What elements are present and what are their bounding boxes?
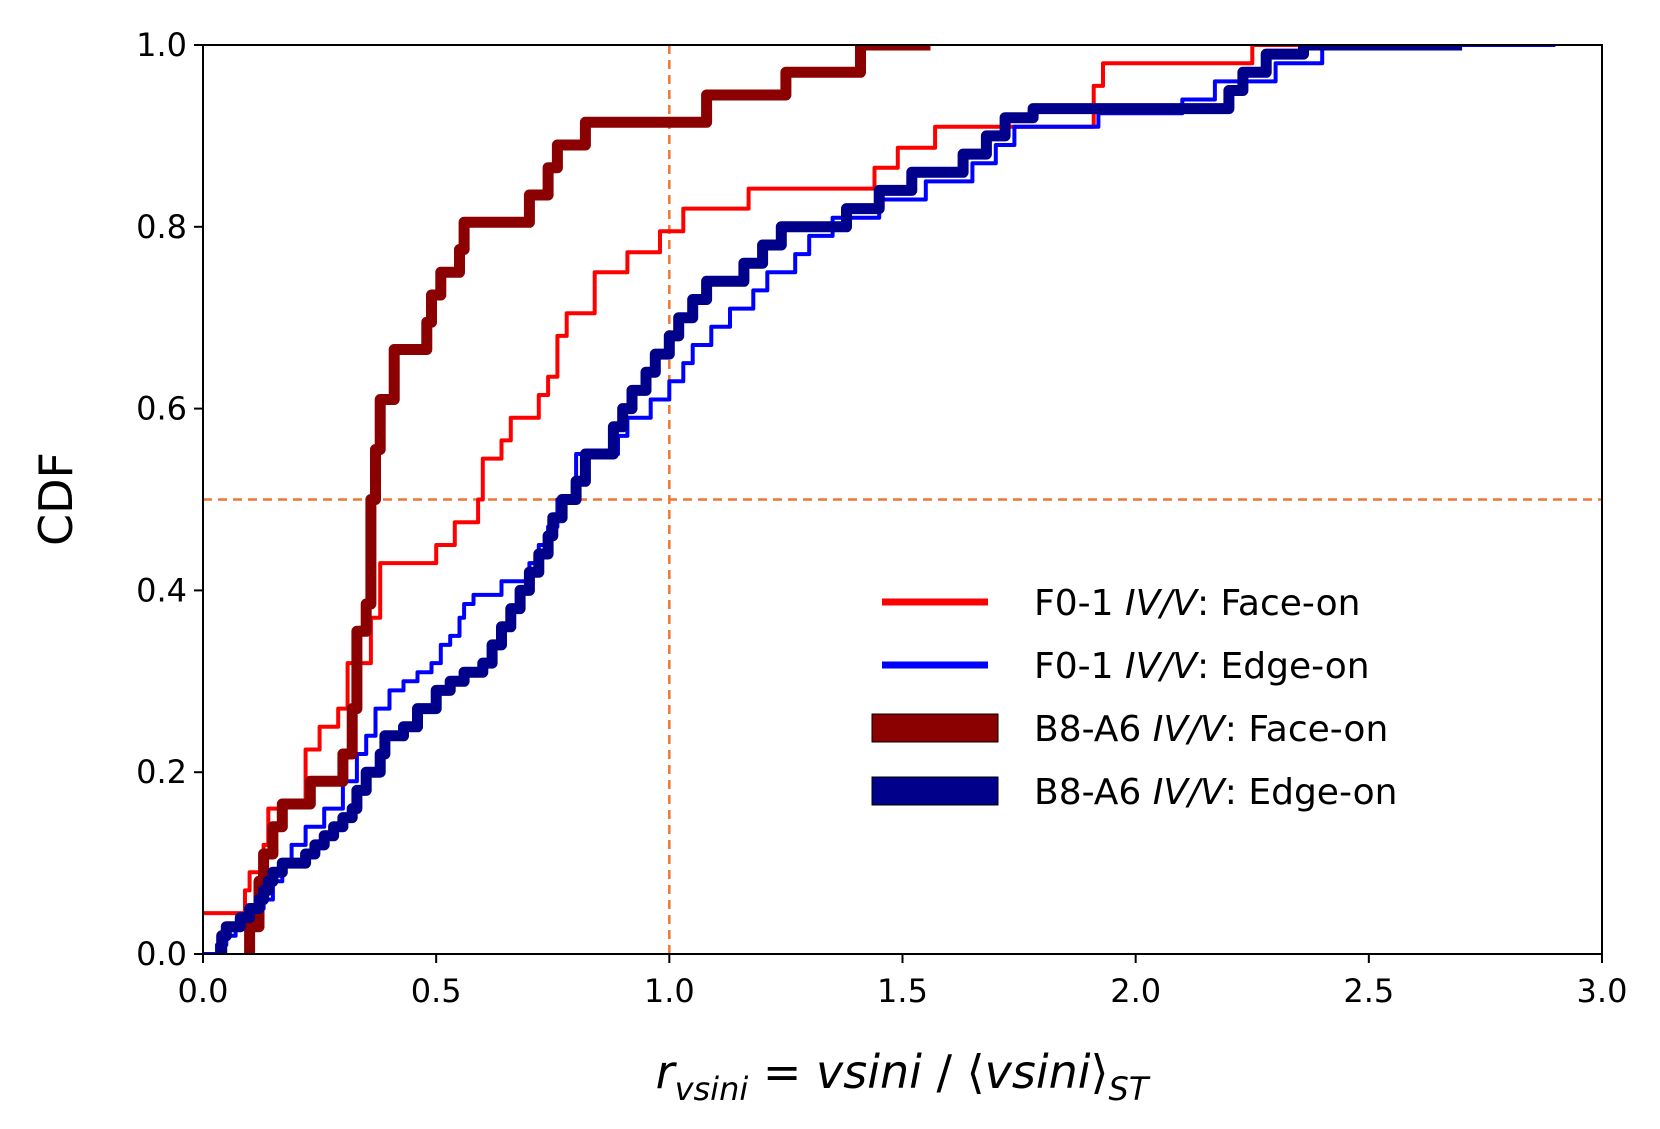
- x-axis: 0.0 0.5 1.0 1.5 2.0 2.5 3.0: [178, 954, 1628, 1010]
- legend-label-part: F0-1: [1034, 583, 1125, 624]
- x-axis-label-part: ⟩: [1091, 1045, 1109, 1099]
- x-tick-label: 0.0: [178, 972, 229, 1010]
- legend-label-part: IV/V: [1125, 583, 1199, 624]
- x-tick-label: 1.0: [644, 972, 695, 1010]
- legend-label-4: B8-A6 IV/V: Edge-on: [1034, 772, 1397, 813]
- x-axis-label-part: / ⟨: [922, 1045, 985, 1099]
- reference-lines: [203, 45, 1602, 954]
- x-tick-label: 3.0: [1577, 972, 1628, 1010]
- legend-label-part: B8-A6: [1034, 772, 1153, 813]
- y-tick-label: 0.0: [136, 935, 187, 973]
- x-axis-label: rvsini = vsini / ⟨vsini⟩ST: [656, 1045, 1151, 1108]
- legend-label-part: IV/V: [1153, 709, 1227, 750]
- legend-label-part: IV/V: [1125, 646, 1199, 687]
- x-tick-label: 0.5: [411, 972, 462, 1010]
- x-axis-label-part: r: [656, 1045, 678, 1099]
- legend-label-part: F0-1: [1034, 646, 1125, 687]
- legend-label-part: : Edge-on: [1225, 772, 1398, 813]
- legend-label-part: : Edge-on: [1197, 646, 1370, 687]
- legend-label-3: B8-A6 IV/V: Face-on: [1034, 709, 1388, 750]
- y-tick-label: 0.4: [136, 571, 187, 609]
- y-axis: 0.0 0.2 0.4 0.6 0.8 1.0: [136, 26, 203, 973]
- x-axis-label-part: vsini: [985, 1045, 1091, 1099]
- x-tick-label: 1.5: [877, 972, 928, 1010]
- y-tick-label: 0.2: [136, 753, 187, 791]
- legend-label-2: F0-1 IV/V: Edge-on: [1034, 646, 1370, 687]
- legend-label-1: F0-1 IV/V: Face-on: [1034, 583, 1360, 624]
- x-axis-label-part: =: [748, 1045, 816, 1099]
- series-line-4: [216, 45, 1463, 954]
- series-line-3: [244, 45, 931, 954]
- x-axis-label-part: vsini: [675, 1070, 749, 1108]
- x-tick-label: 2.5: [1343, 972, 1394, 1010]
- legend-label-part: : Face-on: [1197, 583, 1360, 624]
- legend-label-part: : Face-on: [1225, 709, 1388, 750]
- x-axis-label-part: ST: [1109, 1070, 1151, 1108]
- x-tick-label: 2.0: [1110, 972, 1161, 1010]
- legend-handle-3: [871, 713, 999, 743]
- y-tick-label: 0.8: [136, 208, 187, 246]
- legend-handle-4: [871, 776, 999, 806]
- series-layer: [203, 45, 1556, 954]
- y-tick-label: 0.6: [136, 390, 187, 428]
- legend-label-part: IV/V: [1153, 772, 1227, 813]
- y-axis-label: CDF: [29, 452, 83, 546]
- legend-label-part: B8-A6: [1034, 709, 1153, 750]
- y-tick-label: 1.0: [136, 26, 187, 64]
- x-axis-label-part: vsini: [816, 1045, 922, 1099]
